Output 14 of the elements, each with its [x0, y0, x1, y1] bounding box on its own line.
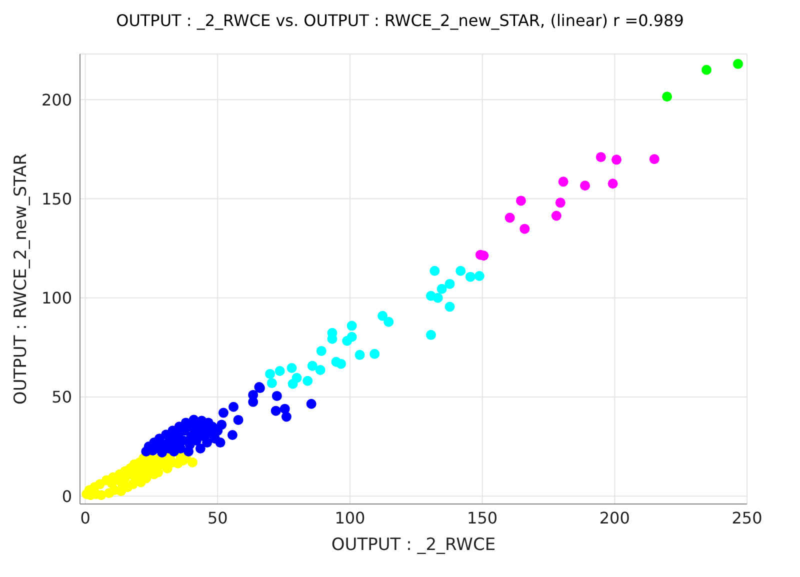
y-tick-label: 150: [41, 189, 72, 208]
y-tick-label: 0: [62, 486, 72, 506]
x-axis-title: OUTPUT : _2_RWCE: [331, 535, 496, 555]
y-tick-label: 50: [52, 388, 72, 407]
x-tick-label: 0: [80, 508, 90, 528]
y-tick-label: 100: [41, 288, 72, 308]
x-tick-label: 250: [732, 508, 762, 528]
y-tick-label: 200: [41, 90, 72, 110]
x-tick-label: 50: [207, 508, 228, 528]
chart-title: OUTPUT : _2_RWCE vs. OUTPUT : RWCE_2_new_STAR, (linear) r =0.989: [115, 10, 685, 32]
x-tick-label: 100: [334, 508, 366, 528]
x-tick-label: 150: [467, 508, 498, 528]
y-axis-title: OUTPUT : RWCE_2_new_STAR: [11, 153, 32, 405]
x-tick-label: 200: [599, 508, 630, 528]
